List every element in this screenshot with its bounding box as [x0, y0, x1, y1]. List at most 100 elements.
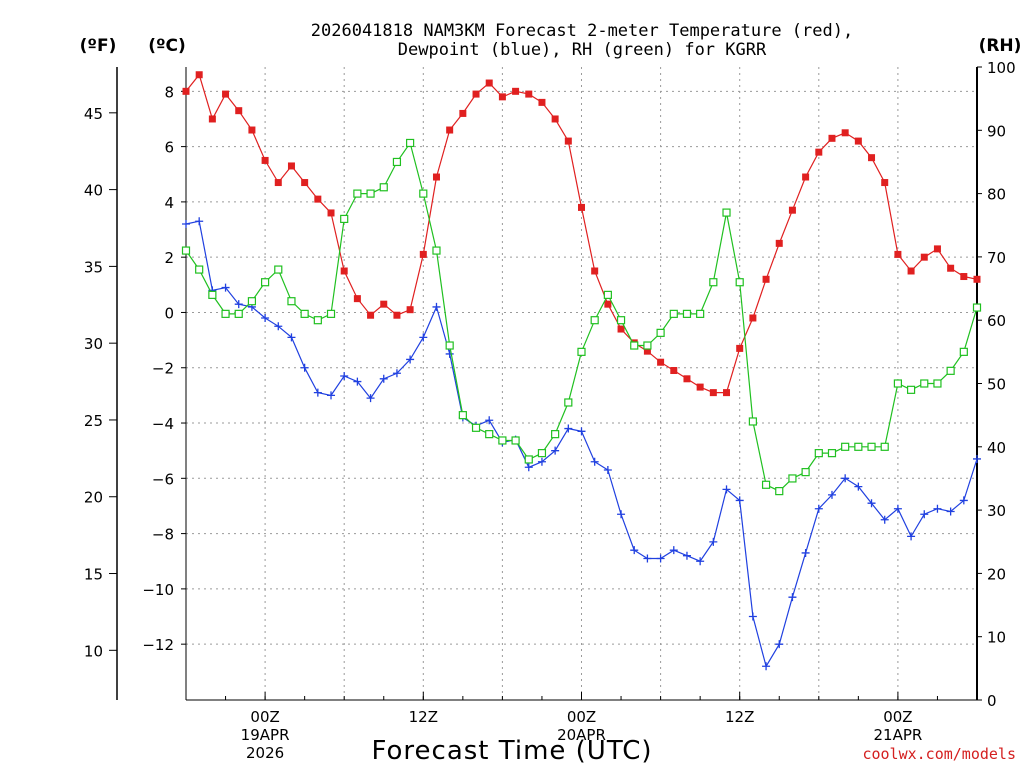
celsius-tick-label: −4	[152, 415, 174, 433]
rh-tick-label: 20	[987, 565, 1006, 583]
dewpoint-point	[221, 283, 230, 292]
rh-point	[485, 430, 494, 439]
rh-point	[748, 417, 757, 426]
dewpoint-point	[353, 377, 362, 386]
rh-tick-label: 30	[987, 502, 1006, 520]
dewpoint-point	[379, 374, 388, 383]
dewpoint-point	[669, 546, 678, 555]
temperature-point	[459, 109, 467, 117]
temperature-point	[261, 156, 269, 164]
temperature-point	[947, 264, 955, 272]
rh-point	[761, 480, 771, 489]
axes: 454035302520151086420−2−4−6−8−10−1210090…	[84, 59, 1016, 762]
rh-tick-label: 10	[987, 629, 1006, 647]
dewpoint-point	[406, 355, 415, 364]
celsius-tick-label: −6	[152, 470, 174, 488]
temperature-point	[617, 325, 625, 333]
temperature-point	[657, 358, 665, 366]
temperature-point	[446, 126, 454, 134]
rh-point	[471, 423, 481, 432]
temperature-point	[367, 311, 375, 319]
temperature-point	[182, 87, 190, 95]
fahrenheit-tick-label: 15	[84, 566, 103, 584]
rh-unit-label: (RH)	[979, 36, 1022, 56]
rh-point	[419, 189, 428, 198]
rh-point	[564, 398, 573, 407]
temperature-point	[933, 245, 941, 253]
temperature-point	[709, 389, 717, 397]
rh-point	[392, 157, 402, 167]
temperature-point	[604, 300, 612, 308]
celsius-tick-label: 0	[164, 304, 174, 322]
rh-point	[274, 265, 283, 274]
temperature-point	[208, 115, 216, 123]
x-tick-date: 21APR	[873, 726, 922, 744]
rh-point	[972, 303, 982, 312]
rh-point	[630, 341, 639, 350]
temperature-point	[591, 267, 599, 275]
temperature-point	[195, 71, 203, 79]
temperature-point	[327, 209, 335, 217]
rh-point	[498, 436, 507, 445]
dewpoint-point	[485, 416, 494, 425]
rh-point	[946, 366, 955, 375]
dewpoint-point	[564, 424, 573, 433]
dewpoint-point	[973, 454, 981, 463]
rh-point	[669, 309, 678, 318]
rh-point	[247, 297, 257, 306]
temperature-point	[380, 300, 388, 308]
temperature-point	[248, 126, 256, 134]
temperature-point	[736, 344, 744, 352]
rh-point	[696, 309, 705, 318]
rh-point	[814, 449, 823, 458]
dewpoint-point	[524, 463, 533, 472]
celsius-tick-label: 8	[164, 83, 174, 101]
rh-point	[208, 290, 217, 299]
rh-point	[709, 278, 718, 287]
temperature-point	[538, 98, 546, 106]
rh-point	[906, 385, 916, 394]
dewpoint-point	[327, 391, 336, 400]
temperature-point	[749, 314, 757, 322]
temperature-point	[287, 162, 295, 170]
dewpoint-point	[867, 499, 876, 508]
rh-tick-label: 90	[987, 122, 1006, 140]
temperature-point	[525, 90, 533, 98]
rh-point	[511, 436, 520, 445]
dewpoint-point	[682, 551, 691, 560]
temperature-point	[340, 267, 348, 275]
temperature-point	[564, 137, 572, 145]
temperature-point	[802, 173, 810, 181]
dewpoint-point	[841, 474, 850, 483]
temperature-point	[485, 79, 493, 87]
temperature-point	[512, 87, 520, 95]
temperature-point	[432, 173, 440, 181]
dewpoint-point	[696, 557, 705, 566]
temperature-point	[907, 267, 915, 275]
dewpoint-point	[551, 446, 560, 455]
rh-point	[827, 449, 837, 458]
temperature-point	[723, 389, 731, 397]
temperature-point	[578, 203, 585, 211]
rh-point	[801, 468, 810, 477]
dewpoint-point	[300, 363, 309, 372]
temperature-point	[683, 375, 691, 383]
dewpoint-point	[907, 532, 916, 541]
rh-tick-label: 80	[987, 186, 1006, 204]
dewpoint-point	[392, 369, 401, 378]
dewpoint-point	[814, 504, 823, 513]
x-tick-label: 00Z	[567, 708, 596, 726]
rh-point	[577, 347, 586, 356]
rh-point	[445, 341, 454, 350]
rh-point	[603, 290, 612, 299]
fahrenheit-tick-label: 25	[84, 412, 103, 430]
celsius-tick-label: −12	[142, 636, 174, 654]
x-tick-date: 20APR	[557, 726, 606, 744]
fahrenheit-tick-label: 40	[84, 182, 103, 200]
fahrenheit-tick-label: 35	[84, 258, 103, 276]
rh-point	[841, 442, 850, 451]
rh-point	[880, 442, 889, 451]
rh-point	[788, 474, 797, 483]
credit-text: coolwx.com/models	[862, 745, 1016, 763]
celsius-tick-label: −2	[152, 360, 174, 378]
